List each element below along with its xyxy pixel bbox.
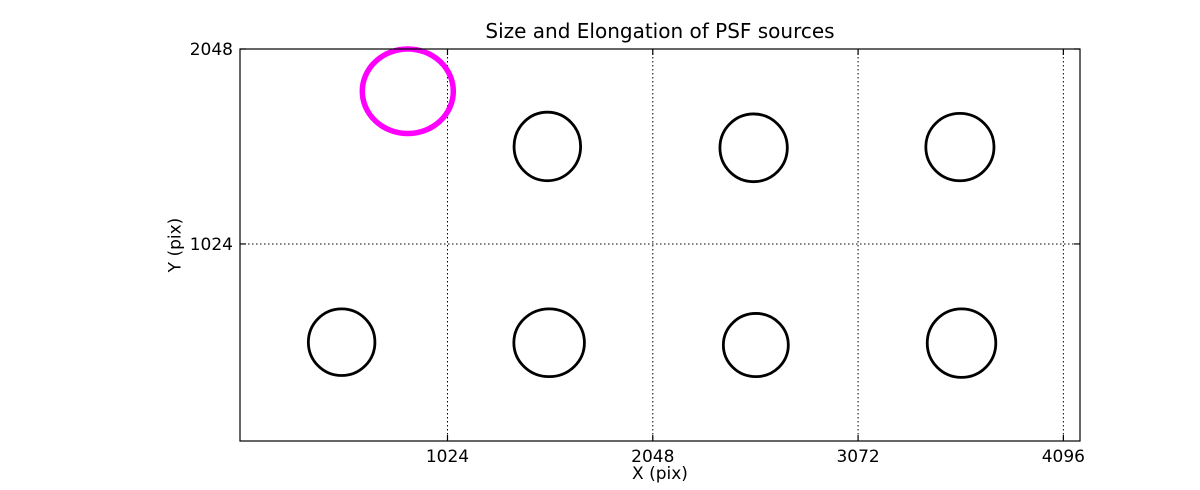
y-tick-label: 2048 (190, 40, 233, 60)
x-axis-label: X (pix) (632, 464, 688, 484)
x-tick-label: 3072 (836, 447, 879, 467)
x-tick-label: 1024 (426, 447, 469, 467)
psf-ellipse (718, 112, 789, 184)
psf-ellipse (925, 307, 998, 379)
psf-ellipse (306, 307, 377, 377)
psf-ellipse (512, 110, 583, 183)
psf-ellipse (721, 312, 790, 379)
x-tick-label: 2048 (631, 447, 674, 467)
chart-title: Size and Elongation of PSF sources (485, 19, 835, 43)
x-tick-label: 4096 (1042, 447, 1085, 467)
axes-frame (239, 48, 1081, 442)
y-axis-label: Y (pix) (165, 217, 186, 273)
y-tick-label: 1024 (190, 235, 233, 255)
psf-ellipse-flagged (359, 46, 457, 137)
psf-ellipse (924, 111, 996, 183)
psf-ellipse (512, 307, 586, 379)
